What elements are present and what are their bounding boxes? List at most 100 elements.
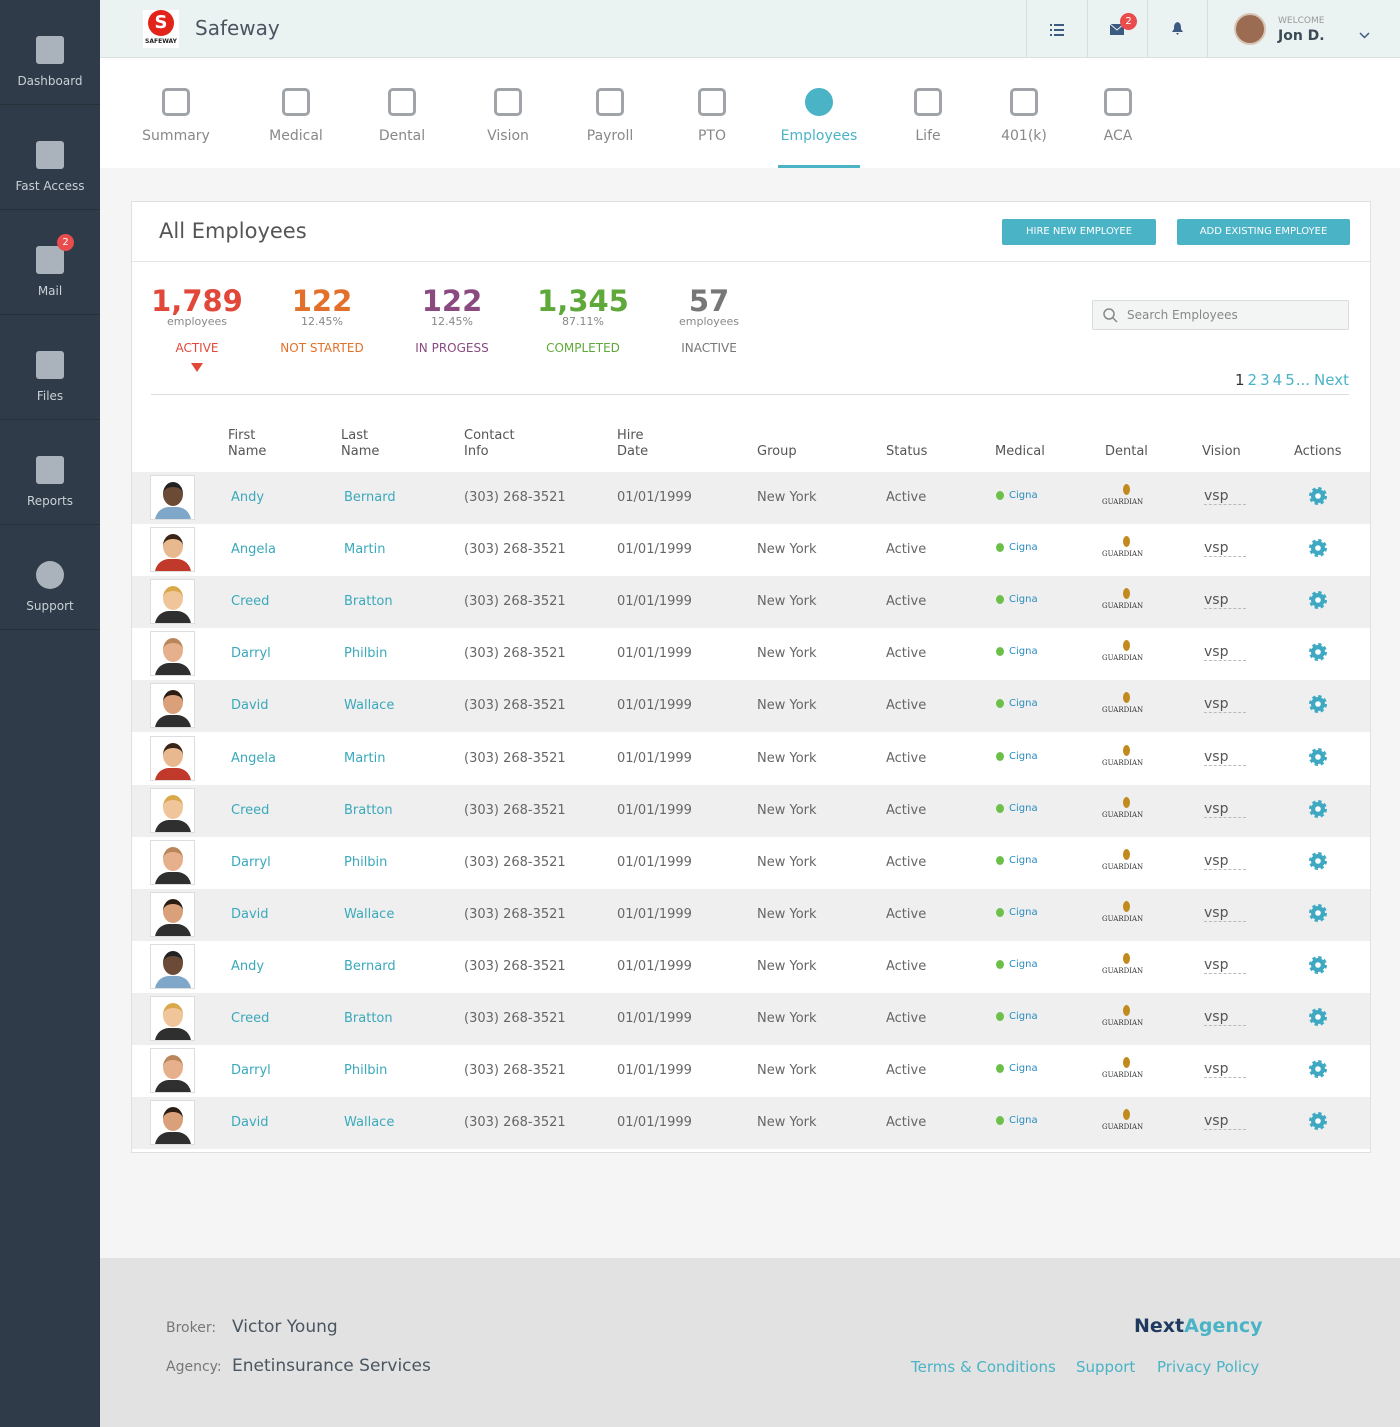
page-link[interactable]: 3 xyxy=(1260,371,1270,389)
page-link[interactable]: 4 xyxy=(1272,371,1283,389)
last-name[interactable]: Bratton xyxy=(344,1011,393,1026)
last-name[interactable]: Philbin xyxy=(344,646,388,662)
tab[interactable]: 401(k) xyxy=(979,58,1069,168)
settings-gear[interactable] xyxy=(1308,1059,1328,1079)
first-name[interactable]: Andy xyxy=(231,958,265,974)
next-link[interactable]: Next xyxy=(1314,371,1349,389)
table-row: Creed Bratton (303) 268-3521 01/01/1999 New … xyxy=(132,993,1370,1045)
last-name[interactable]: Wallace xyxy=(344,698,395,714)
vision-logo: vsp xyxy=(1204,644,1247,662)
last-name[interactable]: Bratton xyxy=(344,802,393,818)
page-link[interactable]: 1 xyxy=(1235,371,1245,389)
sidebar-item[interactable]: Reports xyxy=(0,420,100,525)
stat[interactable]: 1,345 87.11% COMPLETED xyxy=(523,284,643,355)
hire-date: 01/01/1999 xyxy=(617,542,692,558)
settings-gear[interactable] xyxy=(1308,747,1328,767)
contact: (303) 268-3521 xyxy=(464,750,566,766)
dental-logo: GUARDIAN xyxy=(1102,1123,1144,1132)
list-icon[interactable] xyxy=(1050,24,1064,36)
group: New York xyxy=(757,802,817,818)
status: Active xyxy=(886,698,927,714)
tab[interactable]: Dental xyxy=(357,58,447,168)
settings-gear[interactable] xyxy=(1308,1111,1328,1131)
column-header: Last Name xyxy=(341,428,380,459)
search-box[interactable]: Search Employees xyxy=(1092,300,1349,330)
settings-gear[interactable] xyxy=(1308,903,1328,923)
last-name[interactable]: Bernard xyxy=(344,490,396,505)
bell-icon[interactable] xyxy=(1171,22,1184,36)
last-name[interactable]: Philbin xyxy=(344,854,388,870)
group: New York xyxy=(757,1115,817,1131)
last-name[interactable]: Wallace xyxy=(344,906,395,922)
table-row: Creed Bratton (303) 268-3521 01/01/1999 New … xyxy=(132,784,1370,837)
first-name[interactable]: Angela xyxy=(231,750,276,766)
avatar-body xyxy=(155,767,191,780)
sidebar-item[interactable]: Support xyxy=(0,525,100,630)
tab-label: PTO xyxy=(697,128,726,144)
dropdown-caret[interactable] xyxy=(1359,32,1370,39)
first-name[interactable]: David xyxy=(231,906,269,922)
first-name[interactable]: David xyxy=(231,1115,269,1131)
tab[interactable]: Employees xyxy=(774,58,864,168)
settings-gear[interactable] xyxy=(1308,538,1328,558)
settings-gear[interactable] xyxy=(1308,642,1328,662)
settings-gear[interactable] xyxy=(1308,851,1328,871)
last-name[interactable]: Bratton xyxy=(344,594,393,610)
tab[interactable]: PTO xyxy=(667,58,757,168)
user-avatar[interactable] xyxy=(1234,13,1266,45)
sidebar: Dashboard Fast Access Mail 2 Files Reports Sup… xyxy=(0,0,100,1427)
last-name[interactable]: Wallace xyxy=(344,1115,395,1131)
settings-gear[interactable] xyxy=(1308,694,1328,714)
sidebar-icon xyxy=(36,561,64,589)
first-name[interactable]: Darryl xyxy=(231,1063,271,1079)
footer-link[interactable]: Terms & Conditions xyxy=(911,1358,1056,1376)
last-name[interactable]: Martin xyxy=(344,750,386,766)
first-name[interactable]: Creed xyxy=(231,1011,270,1026)
footer-link[interactable]: Support xyxy=(1076,1358,1136,1376)
settings-gear[interactable] xyxy=(1308,486,1328,506)
tab[interactable]: Vision xyxy=(463,58,553,168)
first-name[interactable]: David xyxy=(231,698,269,714)
page-link[interactable]: 5 xyxy=(1285,371,1295,389)
sidebar-item[interactable]: Fast Access xyxy=(0,105,100,210)
tab[interactable]: Life xyxy=(883,58,973,168)
tab-icon xyxy=(914,88,942,116)
sidebar-item[interactable]: Files xyxy=(0,315,100,420)
sidebar-item[interactable]: Mail 2 xyxy=(0,210,100,315)
tab-label: ACA xyxy=(1103,128,1133,144)
add-button[interactable]: ADD EXISTING EMPLOYEE xyxy=(1177,219,1350,245)
hire-button[interactable]: HIRE NEW EMPLOYEE xyxy=(1002,219,1156,245)
search-icon xyxy=(1103,308,1118,323)
settings-gear[interactable] xyxy=(1308,799,1328,819)
contact: (303) 268-3521 xyxy=(464,490,566,505)
column-header: Contact Info xyxy=(464,428,515,459)
first-name[interactable]: Darryl xyxy=(231,646,271,662)
first-name[interactable]: Andy xyxy=(231,490,265,505)
last-name[interactable]: Martin xyxy=(344,542,386,558)
tab[interactable]: Summary xyxy=(131,58,221,168)
avatar-body xyxy=(155,1080,191,1093)
first-name[interactable]: Darryl xyxy=(231,854,271,870)
sidebar-item[interactable]: Dashboard xyxy=(0,0,100,105)
column-header: Actions xyxy=(1294,444,1342,459)
last-name[interactable]: Philbin xyxy=(344,1063,388,1079)
footer-link[interactable]: Privacy Policy xyxy=(1157,1358,1260,1376)
tab[interactable]: ACA xyxy=(1073,58,1163,168)
settings-gear[interactable] xyxy=(1308,590,1328,610)
first-name[interactable]: Creed xyxy=(231,594,270,610)
stat[interactable]: 122 12.45% NOT STARTED xyxy=(262,284,382,355)
ellipsis: ... xyxy=(1295,371,1311,389)
stat[interactable]: 1,789 employees ACTIVE xyxy=(137,284,257,372)
tab[interactable]: Payroll xyxy=(565,58,655,168)
last-name[interactable]: Bernard xyxy=(344,958,396,974)
stat[interactable]: 122 12.45% IN PROGESS xyxy=(392,284,512,355)
page-link[interactable]: 2 xyxy=(1247,371,1258,389)
settings-gear[interactable] xyxy=(1308,1007,1328,1027)
user-name[interactable]: Jon D. xyxy=(1278,28,1325,44)
tab[interactable]: Medical xyxy=(251,58,341,168)
settings-gear[interactable] xyxy=(1308,955,1328,975)
stat[interactable]: 57 employees INACTIVE xyxy=(649,284,769,355)
first-name[interactable]: Creed xyxy=(231,802,270,818)
first-name[interactable]: Angela xyxy=(231,542,276,558)
status: Active xyxy=(886,854,927,870)
